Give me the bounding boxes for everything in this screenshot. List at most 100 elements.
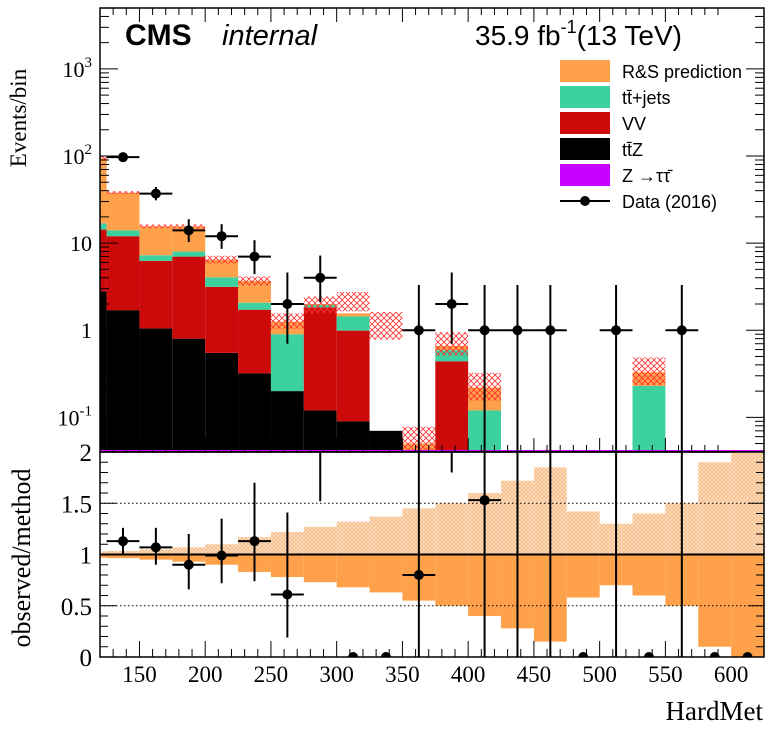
stack-bar-2-8 xyxy=(336,316,370,331)
top-ytick-label-4: 103 xyxy=(63,55,93,82)
data-point-0 xyxy=(118,152,129,163)
data-point-9 xyxy=(479,325,490,336)
x-tick-label-6: 450 xyxy=(517,662,552,687)
ratio-band-up-11 xyxy=(435,503,469,555)
data-point-2 xyxy=(183,225,194,236)
data-point-8 xyxy=(446,299,457,309)
stack-bar-2-5 xyxy=(238,302,271,310)
lumi-exponent: -1 xyxy=(561,17,577,37)
x-tick-label-8: 550 xyxy=(648,662,683,687)
legend: R&S prediction tt̄+jets VV tt̄Z Z →ττ̄ Data (… xyxy=(560,60,742,212)
stack-bar-1-4 xyxy=(205,286,239,353)
stack-bar-4-2 xyxy=(139,226,173,256)
stack-bar-0-8 xyxy=(336,421,370,452)
legend-label-5: Data (2016) xyxy=(622,192,717,212)
ratio-band-up-8 xyxy=(336,521,370,555)
stack-bar-1-0 xyxy=(100,229,107,292)
ratio-band-down-1 xyxy=(106,554,140,559)
ratio-point-9 xyxy=(413,570,424,580)
ratio-band-down-11 xyxy=(435,554,469,606)
ratio-y-axis-title: observed/method xyxy=(7,468,36,647)
stack-bar-0-0 xyxy=(100,291,107,452)
uncertainty-band-2 xyxy=(139,224,173,229)
stack-bar-4-8 xyxy=(336,313,370,317)
top-ytick-label-2: 10 xyxy=(70,231,92,256)
uncertainty-band-8 xyxy=(336,291,370,312)
legend-marker-5 xyxy=(580,196,590,206)
stack-bar-2-1 xyxy=(106,230,140,237)
uncertainty-band-0 xyxy=(100,156,107,160)
ratio-point-15 xyxy=(611,242,621,252)
ratio-band-down-8 xyxy=(336,554,370,588)
stack-bar-2-2 xyxy=(139,255,173,261)
stack-bar-0-4 xyxy=(205,352,239,452)
ratio-point-2 xyxy=(183,559,194,570)
ratio-point-0 xyxy=(118,536,129,547)
lumi-value: 35.9 fb xyxy=(475,20,561,51)
x-tick-label-0: 150 xyxy=(122,662,157,687)
data-point-7 xyxy=(413,325,424,336)
legend-label-0: R&S prediction xyxy=(622,62,742,82)
legend-label-4: Z →ττ̄ xyxy=(622,166,673,186)
stack-bar-2-4 xyxy=(205,277,239,287)
status-label: internal xyxy=(222,20,319,52)
stack-bar-0-1 xyxy=(106,310,140,452)
ratio-panel-frame: 0 0.5 1 1.5 2 150 200 250 300 350 400 450 500 550 600 xyxy=(61,440,765,687)
legend-label-1: tt̄+jets xyxy=(622,88,671,108)
uncertainty-band-7 xyxy=(303,296,337,314)
ratio-ytick-label-2: 1 xyxy=(80,543,93,570)
data-point-13 xyxy=(676,325,687,336)
data-point-4 xyxy=(249,251,260,262)
top-ytick-label-0: 10-1 xyxy=(58,403,93,430)
x-tick-label-5: 400 xyxy=(451,662,486,687)
ratio-point-11 xyxy=(479,495,490,506)
ratio-band-down-17 xyxy=(632,554,666,596)
stack-bar-1-3 xyxy=(172,256,206,339)
stack-bar-2-11 xyxy=(435,350,469,362)
top-ytick-label-3: 102 xyxy=(63,142,93,169)
ratio-band-up-15 xyxy=(566,511,600,555)
ratio-point-8 xyxy=(380,652,391,657)
data-point-1 xyxy=(150,188,161,199)
stack-bar-2-0 xyxy=(100,223,107,230)
x-tick-label-4: 350 xyxy=(385,662,420,687)
stack-bar-4-4 xyxy=(205,259,239,278)
top-ytick-label-1: 1 xyxy=(81,318,92,343)
ratio-point-14 xyxy=(578,652,589,657)
ratio-point-18 xyxy=(709,652,720,657)
x-tick-label-1: 200 xyxy=(188,662,223,687)
ratio-band-down-9 xyxy=(369,554,403,593)
stack-bar-0-5 xyxy=(238,373,271,452)
stack-bar-2-17 xyxy=(632,385,666,452)
x-axis-title: HardMet xyxy=(666,696,764,726)
ratio-band-up-9 xyxy=(369,516,403,555)
ratio-point-7 xyxy=(348,652,359,657)
data-point-12 xyxy=(611,325,622,336)
stack-bar-1-5 xyxy=(238,309,271,374)
lumi-label: 35.9 fb-1(13 TeV) xyxy=(475,17,682,51)
top-y-axis-title: Events/bin xyxy=(6,68,31,167)
ratio-band-down-19 xyxy=(698,554,732,647)
ratio-point-3 xyxy=(216,550,227,561)
stack-bar-1-1 xyxy=(106,236,140,311)
stack-bar-0-6 xyxy=(270,391,304,452)
ratio-band-up-17 xyxy=(632,513,666,555)
legend-swatch-1 xyxy=(560,86,610,108)
ratio-ytick-label-3: 1.5 xyxy=(61,491,92,518)
uncertainty-band-5 xyxy=(238,276,271,286)
data-point-6 xyxy=(315,272,326,283)
legend-swatch-3 xyxy=(560,138,610,160)
legend-swatch-0 xyxy=(560,60,610,82)
stack-bar-1-11 xyxy=(435,361,469,452)
top-panel-marks xyxy=(100,152,764,452)
stack-bar-2-3 xyxy=(172,251,206,257)
ratio-panel-marks xyxy=(100,242,764,657)
cms-label: CMS xyxy=(125,19,192,52)
ratio-point-5 xyxy=(282,589,293,600)
legend-swatch-4 xyxy=(560,164,610,186)
ratio-point-17 xyxy=(677,242,687,252)
uncertainty-band-17 xyxy=(632,357,666,386)
x-tick-label-3: 300 xyxy=(319,662,354,687)
legend-swatch-2 xyxy=(560,112,610,134)
energy-value: (13 TeV) xyxy=(577,20,682,51)
